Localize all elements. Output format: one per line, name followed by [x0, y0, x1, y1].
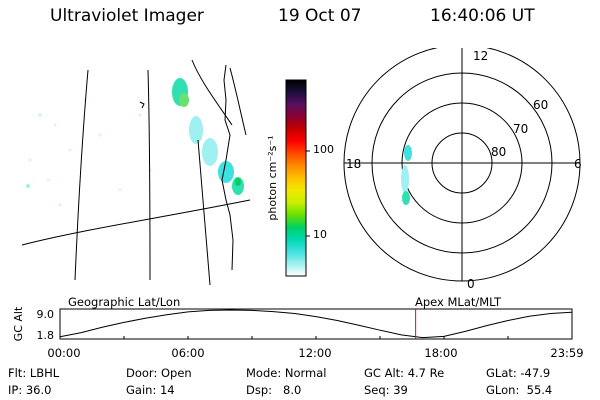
door-field: Door: Open	[126, 366, 192, 380]
polar-label-midnight: 0	[467, 277, 475, 291]
mode-label: Mode:	[246, 366, 282, 380]
meridian-line	[74, 69, 89, 281]
dsp-value: 8.0	[283, 383, 302, 397]
instrument-title: Ultraviolet Imager	[50, 6, 204, 26]
altitude-y-tick-low: 1.8	[37, 329, 55, 342]
emission-patch	[202, 138, 218, 166]
gcalt-value: 4.7 Re	[407, 366, 445, 380]
altitude-chart: GC Alt 9.0 1.8 00:00 06:00 12:00 18:00 2…	[12, 306, 584, 360]
door-label: Door:	[126, 366, 158, 380]
colorbar-tick-10: 10	[313, 228, 327, 241]
gcalt-field: GC Alt: 4.7 Re	[364, 366, 444, 380]
emission-patch	[218, 161, 234, 183]
apex-label: Apex MLat/MLT	[415, 295, 502, 309]
meridian-line	[197, 139, 211, 286]
geographic-map	[21, 59, 251, 286]
gain-label: Gain:	[126, 383, 157, 397]
gcalt-label: GC Alt:	[364, 366, 405, 380]
flt-field: Flt: LBHL	[8, 366, 59, 380]
date-label: 19 Oct 07	[278, 6, 362, 26]
meridian-line	[147, 69, 151, 281]
faint-emission-dots	[26, 98, 152, 207]
colorbar-gradient	[285, 79, 307, 277]
polar-plot: 12 18 6 0 60 70 80	[343, 48, 582, 291]
coastline	[139, 101, 145, 109]
polar-lat-70: 70	[513, 122, 528, 136]
polar-lat-60: 60	[533, 98, 548, 112]
emission-patch	[404, 145, 412, 161]
colorbar-unit-label: photon cm⁻²s⁻¹	[266, 135, 279, 220]
mode-field: Mode: Normal	[246, 366, 326, 380]
altitude-y-axis-title: GC Alt	[12, 306, 25, 341]
time-label: 16:40:06 UT	[430, 6, 535, 26]
seq-field: Seq: 39	[364, 383, 408, 397]
altitude-x-tick-1200: 12:00	[298, 346, 331, 360]
mode-value: Normal	[284, 366, 327, 380]
ip-label: IP:	[8, 383, 23, 397]
door-value: Open	[160, 366, 192, 380]
ip-field: IP: 36.0	[8, 383, 51, 397]
colorbar-tick-100: 100	[313, 143, 334, 156]
altitude-x-tick-1800: 18:00	[424, 346, 457, 360]
polar-label-dusk: 18	[346, 157, 361, 171]
flt-value: LBHL	[29, 366, 60, 380]
dsp-label: Dsp:	[246, 383, 273, 397]
altitude-x-tick-0600: 06:00	[171, 346, 204, 360]
meridian-line	[191, 59, 233, 126]
emission-patch	[189, 116, 203, 144]
altitude-x-tick-2359: 23:59	[550, 346, 583, 360]
emission-patch	[235, 178, 241, 186]
parallel-line	[21, 199, 251, 246]
ip-value: 36.0	[25, 383, 52, 397]
glat-field: GLat: -47.9	[486, 366, 550, 380]
glat-label: GLat:	[486, 366, 517, 380]
gain-field: Gain: 14	[126, 383, 175, 397]
seq-value: 39	[393, 383, 408, 397]
glon-label: GLon:	[486, 383, 520, 397]
auroral-emission-patches	[172, 78, 244, 195]
meridian-line	[229, 67, 247, 136]
glon-field: GLon: 55.4	[486, 383, 552, 397]
glat-value: -47.9	[520, 366, 551, 380]
polar-label-noon: 12	[473, 49, 488, 63]
dsp-field: Dsp: 8.0	[246, 383, 301, 397]
lat-lon-grid	[21, 59, 251, 286]
emission-patch	[401, 165, 409, 193]
coastline	[221, 64, 234, 271]
flt-label: Flt:	[8, 366, 27, 380]
seq-label: Seq:	[364, 383, 390, 397]
polar-label-dawn: 6	[574, 157, 582, 171]
altitude-series-line	[59, 309, 572, 339]
emission-patch	[402, 191, 410, 205]
glon-value: 55.4	[526, 383, 553, 397]
geographic-label: Geographic Lat/Lon	[68, 295, 181, 309]
gain-value: 14	[159, 383, 175, 397]
emission-patch	[179, 93, 189, 107]
altitude-y-tick-high: 9.0	[37, 308, 55, 321]
polar-lat-80: 80	[491, 145, 506, 159]
colorbar: photon cm⁻²s⁻¹	[266, 79, 310, 277]
altitude-x-tick-0000: 00:00	[47, 346, 80, 360]
